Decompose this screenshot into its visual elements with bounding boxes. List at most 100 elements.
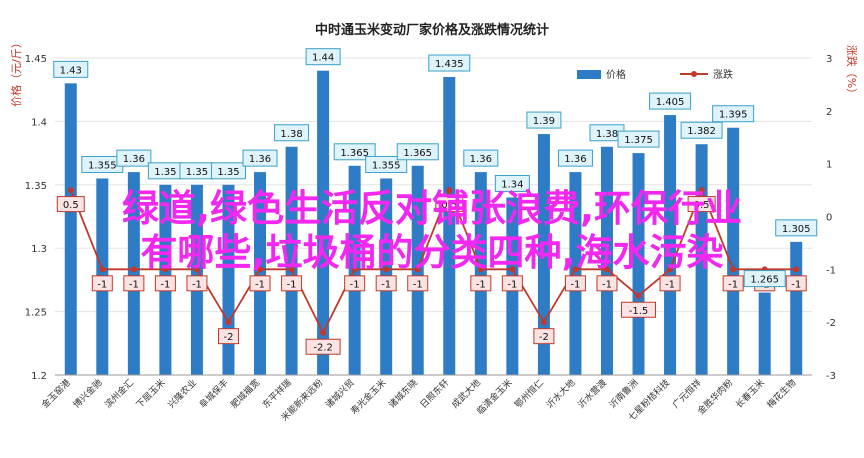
change-data-label-box (621, 301, 657, 318)
change-marker (130, 266, 137, 273)
y-left-tick-label: 1.35 (25, 181, 47, 192)
price-data-label: 1.39 (533, 116, 555, 127)
change-marker (414, 266, 421, 273)
x-tick-label: 阜城保丰 (197, 377, 231, 411)
change-data-label-box (596, 275, 618, 292)
x-tick-label: 东平祥瑞 (260, 377, 294, 411)
bar (537, 134, 550, 375)
change-data-label-box (186, 275, 208, 292)
price-data-label: 1.365 (403, 148, 432, 159)
price-data-label: 1.44 (312, 53, 334, 64)
y-left-tick-label: 1.25 (25, 308, 47, 319)
price-data-label: 1.38 (280, 129, 302, 140)
price-data-label: 1.43 (60, 65, 82, 76)
legend-change-marker (691, 71, 697, 77)
bar (317, 70, 330, 376)
change-data-label-box (344, 275, 366, 292)
bar (127, 172, 140, 375)
bar (474, 172, 487, 375)
change-data-label: -1 (129, 279, 139, 290)
price-data-label: 1.36 (123, 154, 145, 165)
change-data-label: -1 (160, 279, 170, 290)
price-data-label-box (463, 149, 499, 167)
price-data-label: 1.35 (186, 167, 208, 178)
change-data-label-box (217, 328, 239, 345)
change-data-label: -1 (97, 279, 107, 290)
change-data-label: -1 (791, 279, 801, 290)
x-tick-label: 诸城东晓 (386, 377, 420, 411)
y-right-tick-label: -1 (826, 265, 836, 276)
change-data-label-box (91, 275, 113, 292)
price-data-label: 1.435 (435, 59, 464, 70)
bar (64, 83, 77, 376)
price-data-label: 1.265 (750, 275, 779, 286)
price-data-label-box (494, 174, 530, 192)
price-data-label: 1.35 (154, 167, 176, 178)
bar (254, 172, 267, 375)
price-data-label: 1.365 (340, 148, 369, 159)
y-right-tick-label: 2 (826, 107, 832, 118)
x-tick-label: 梅花生物 (764, 377, 798, 411)
price-data-label: 1.36 (249, 154, 271, 165)
change-data-label-box (435, 196, 464, 213)
price-data-label-box (428, 54, 471, 72)
chart-title: 中时通玉米变动厂家价格及涨跌情况统计 (315, 22, 549, 38)
x-tick-label: 下层玉米 (134, 377, 168, 411)
bar (569, 172, 582, 375)
change-marker (477, 266, 484, 273)
change-data-label-box (407, 275, 429, 292)
legend-price-label: 价格 (606, 68, 626, 81)
y-left-tick-label: 1.45 (25, 54, 47, 65)
change-marker (572, 266, 579, 273)
change-marker (257, 266, 264, 273)
change-data-label: 0.5 (694, 200, 710, 211)
price-data-label: 1.405 (656, 97, 685, 108)
change-marker (793, 266, 800, 273)
bar (695, 144, 708, 375)
bar (600, 146, 613, 375)
y-axis-left-title: 价格（元/斤） (9, 37, 23, 107)
change-marker (603, 266, 610, 273)
y-right-tick-label: 0 (826, 213, 832, 224)
price-data-label: 1.35 (217, 167, 239, 178)
change-data-label: -1 (287, 279, 297, 290)
y-axis-right-title: 涨跌（%） (845, 45, 859, 99)
price-data-label-box (680, 121, 723, 139)
change-data-label: 0.5 (63, 200, 79, 211)
change-data-label-box (123, 275, 145, 292)
change-data-label: 0.5 (441, 200, 457, 211)
x-tick-label: 日照东轩 (417, 377, 451, 411)
y-right-tick-label: -3 (826, 371, 836, 382)
bar (790, 241, 803, 375)
change-data-label: -1.5 (629, 306, 649, 317)
change-marker (446, 187, 453, 194)
x-tick-label: 肥城福宽 (228, 377, 262, 411)
y-left-tick-label: 1.3 (31, 244, 47, 255)
change-data-label: -1 (476, 279, 486, 290)
change-data-label-box (249, 275, 271, 292)
change-marker (320, 329, 327, 336)
change-marker (698, 187, 705, 194)
bar (664, 115, 677, 375)
change-data-label: -1 (570, 279, 580, 290)
bar (443, 77, 456, 376)
change-data-label-box (533, 328, 555, 345)
change-data-label-box (687, 196, 716, 213)
change-marker (351, 266, 358, 273)
change-data-label-box (375, 275, 397, 292)
change-data-label: -2 (539, 332, 549, 343)
change-data-label: -1 (350, 279, 360, 290)
price-data-label-box (649, 92, 692, 110)
x-tick-label: 博兴金驰 (70, 377, 104, 411)
price-data-label-box (242, 149, 278, 167)
price-data-label-box (396, 143, 439, 161)
change-data-label-box (564, 275, 586, 292)
change-data-label: -1 (665, 279, 675, 290)
y-left-tick-label: 1.4 (31, 117, 47, 128)
bar (285, 146, 298, 375)
price-data-label: 1.382 (687, 126, 716, 137)
x-tick-label: 成武大地 (449, 377, 483, 411)
change-data-label: -1 (728, 279, 738, 290)
change-data-label-box (785, 275, 807, 292)
